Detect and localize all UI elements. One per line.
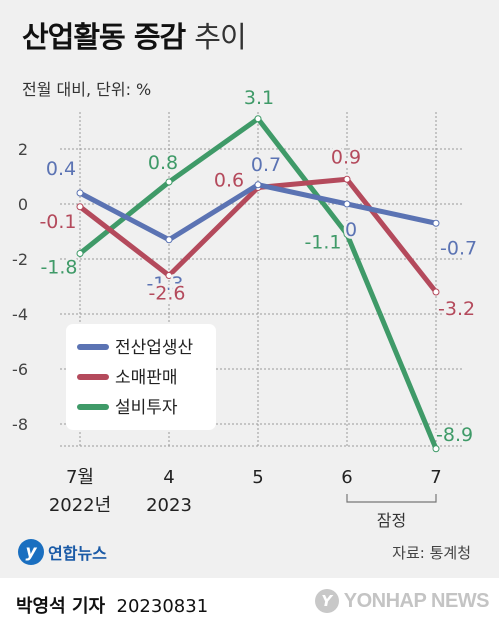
y-tick-label: 2: [18, 140, 28, 159]
x-tick-label: 4: [163, 467, 174, 488]
title-sub: 추이: [194, 20, 246, 54]
yonhap-logo: y 연합뉴스: [18, 538, 107, 566]
data-label: 0.4: [46, 158, 76, 180]
source-credit: 자료: 통계청: [392, 544, 471, 562]
data-point: [343, 175, 351, 183]
y-tick-label: -6: [12, 360, 28, 379]
data-label: -1.8: [40, 257, 77, 279]
yonhap-news-wordmark: Y YONHAP NEWS: [314, 589, 490, 613]
grid: [60, 112, 464, 447]
y-tick-label: -4: [12, 305, 28, 324]
wordmark-text: YONHAP NEWS: [343, 589, 490, 612]
data-point: [432, 219, 440, 227]
legend-label: 설비투자: [115, 398, 178, 418]
data-point: [76, 189, 84, 197]
data-point: [165, 178, 173, 186]
data-point: [165, 236, 173, 244]
data-label: 0.9: [331, 146, 361, 168]
y-tick-label: -8: [12, 415, 28, 434]
line-chart: 2 0 -2 -4 -6 -8 7월 2022년 4 2023 5 6 7 잠정 0.4 -1.3 0.7…: [12, 84, 480, 530]
title-main: 산업활동 증감: [22, 20, 186, 54]
x-tick-sublabel: 2022년: [49, 495, 111, 516]
data-label: -2.6: [148, 283, 185, 305]
x-tick-label: 7: [430, 467, 441, 488]
footer-bar: 박영석 기자 20230831 Y YONHAP NEWS: [0, 578, 499, 627]
reporter-name: 박영석 기자: [16, 596, 106, 617]
data-labels: 0.4 -1.3 0.7 0 -0.7 -0.1 -2.6 0.6 0.9 -3.2 -1.8 0.8…: [37, 84, 480, 448]
data-point: [76, 203, 84, 211]
provisional-bracket: 잠정: [346, 494, 437, 530]
data-label: -1.3: [146, 273, 183, 295]
data-label: 0.6: [214, 170, 244, 192]
data-label: -3.2: [438, 298, 475, 320]
data-label: -0.7: [440, 237, 477, 259]
y-axis-ticks: 2 0 -2 -4 -6 -8: [12, 140, 28, 434]
data-point: [254, 181, 262, 189]
data-point: [432, 288, 440, 296]
publish-date: 20230831: [116, 596, 209, 617]
data-label: 0: [345, 219, 357, 241]
reporter-line: 박영석 기자 20230831: [16, 592, 208, 618]
bracket-line: [346, 494, 437, 503]
data-point: [343, 230, 351, 238]
x-tick-label: 6: [341, 467, 352, 488]
x-axis-ticks: 7월 2022년 4 2023 5 6 7: [49, 467, 442, 516]
x-tick-label: 5: [252, 467, 263, 488]
data-point: [343, 200, 351, 208]
series-lines: [76, 115, 440, 453]
infographic-card: 산업활동 증감 추이 전월 대비, 단위: % 2 0 -2 -4 -6 -8 7월 202…: [0, 0, 499, 578]
data-label: -1.1: [304, 231, 341, 253]
logo-mark: y: [18, 539, 44, 565]
chart-title: 산업활동 증감 추이: [22, 14, 247, 56]
data-label: 3.1: [244, 87, 274, 109]
data-point: [165, 272, 173, 279]
x-tick-sublabel: 2023: [146, 495, 192, 516]
legend-label: 전산업생산: [115, 338, 194, 358]
data-label: -8.9: [436, 424, 473, 446]
data-label: -0.1: [39, 211, 76, 233]
y-tick-label: 0: [18, 195, 28, 214]
data-point: [432, 445, 440, 453]
bracket-label: 잠정: [377, 511, 406, 530]
logo-name: 연합뉴스: [48, 544, 107, 563]
legend-box: [66, 324, 216, 430]
data-label: 0.7: [251, 154, 281, 176]
data-point: [254, 115, 262, 123]
data-label: 0.8: [148, 152, 178, 174]
wordmark-icon: Y: [314, 589, 339, 613]
x-tick-label: 7월: [66, 467, 94, 488]
legend-label: 소매판매: [115, 368, 178, 388]
data-point: [76, 250, 84, 257]
unit-note: 전월 대비, 단위: %: [22, 80, 152, 99]
y-tick-label: -2: [12, 250, 28, 269]
